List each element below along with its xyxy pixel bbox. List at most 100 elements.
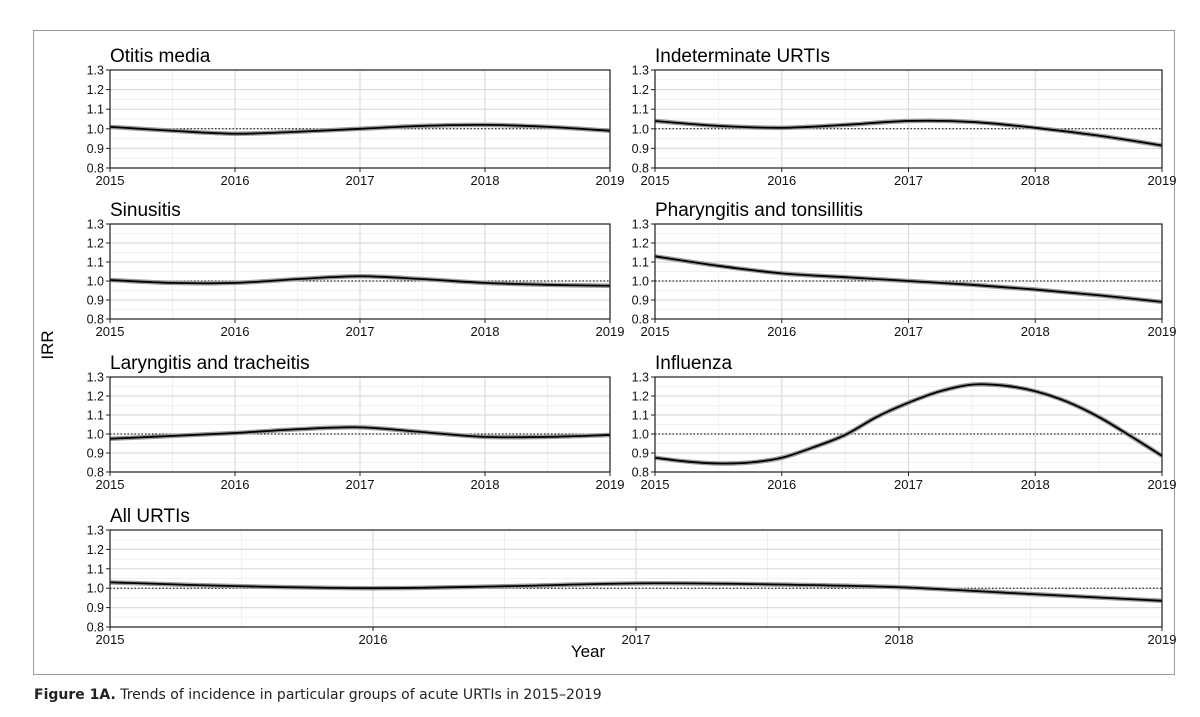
chart-panel: 0.8 0.9 1.0 1.1 1.2 1.3 2015 2016 2017 2018 2019 In… — [632, 353, 1177, 492]
y-tick-label: 1.1 — [87, 409, 104, 423]
y-tick-label: 1.2 — [87, 390, 104, 404]
y-tick-label: 0.8 — [632, 162, 649, 176]
y-tick-label: 1.3 — [87, 64, 104, 78]
y-tick-label: 1.1 — [632, 409, 649, 423]
chart-panel: 0.8 0.9 1.0 1.1 1.2 1.3 2015 2016 2017 2018 2019 Ot… — [87, 46, 625, 188]
x-tick-label: 2015 — [96, 173, 125, 188]
series-line — [655, 383, 1162, 465]
chart-panel: 0.8 0.9 1.0 1.1 1.2 1.3 2015 2016 2017 2018 2019 Ph… — [632, 200, 1177, 339]
caption-text: Trends of incidence in particular groups… — [120, 687, 602, 703]
chart-panel: 0.8 0.9 1.0 1.1 1.2 1.3 2015 2016 2017 2018 2019 Al… — [87, 506, 1177, 647]
x-tick-label: 2015 — [96, 632, 125, 647]
y-tick-label: 0.8 — [87, 466, 104, 480]
x-tick-label: 2019 — [596, 173, 625, 188]
x-tick-label: 2017 — [346, 173, 375, 188]
y-tick-label: 1.2 — [87, 543, 104, 557]
x-tick-label: 2016 — [221, 324, 250, 339]
y-tick-label: 1.3 — [632, 64, 649, 78]
panel-title: Influenza — [655, 353, 733, 374]
x-tick-label: 2018 — [1021, 477, 1050, 492]
panel-title: Pharyngitis and tonsillitis — [655, 200, 863, 221]
x-tick-label: 2015 — [96, 477, 125, 492]
y-tick-label: 1.3 — [632, 218, 649, 232]
y-tick-label: 0.8 — [87, 162, 104, 176]
y-tick-label: 1.1 — [87, 256, 104, 270]
x-tick-label: 2017 — [346, 324, 375, 339]
x-tick-label: 2017 — [622, 632, 651, 647]
x-tick-label: 2018 — [885, 632, 914, 647]
panel-title: Indeterminate URTIs — [655, 46, 830, 67]
x-axis-title: Year — [571, 642, 606, 661]
x-tick-label: 2017 — [894, 173, 923, 188]
x-tick-label: 2016 — [221, 477, 250, 492]
y-tick-label: 1.0 — [632, 428, 649, 442]
y-tick-label: 0.9 — [632, 142, 649, 156]
x-tick-label: 2017 — [894, 477, 923, 492]
y-tick-label: 1.0 — [87, 275, 104, 289]
series-line — [110, 426, 610, 440]
figure-canvas: 0.8 0.9 1.0 1.1 1.2 1.3 2015 2016 2017 2018 2019 Ot… — [38, 46, 1177, 661]
panel-title: Sinusitis — [110, 200, 181, 221]
y-tick-label: 1.3 — [87, 218, 104, 232]
x-tick-label: 2019 — [1148, 477, 1177, 492]
panel-title: Laryngitis and tracheitis — [110, 353, 310, 374]
series-line — [655, 255, 1162, 303]
x-tick-label: 2016 — [767, 324, 796, 339]
panels: 0.8 0.9 1.0 1.1 1.2 1.3 2015 2016 2017 2018 2019 Ot… — [87, 46, 1177, 647]
y-tick-label: 0.9 — [632, 447, 649, 461]
y-tick-label: 1.0 — [632, 122, 649, 136]
series-line — [655, 119, 1162, 147]
x-tick-label: 2017 — [894, 324, 923, 339]
y-tick-label: 1.2 — [632, 83, 649, 97]
x-tick-label: 2016 — [359, 632, 388, 647]
y-tick-label: 0.8 — [632, 313, 649, 327]
y-tick-label: 1.3 — [87, 371, 104, 385]
x-tick-label: 2018 — [471, 324, 500, 339]
y-tick-label: 0.9 — [87, 142, 104, 156]
x-tick-label: 2018 — [1021, 173, 1050, 188]
y-tick-label: 0.9 — [632, 294, 649, 308]
y-tick-label: 1.1 — [632, 103, 649, 117]
series-line — [110, 581, 1162, 602]
x-tick-label: 2019 — [596, 477, 625, 492]
y-tick-label: 0.9 — [87, 601, 104, 615]
x-tick-label: 2019 — [1148, 173, 1177, 188]
y-tick-label: 0.9 — [87, 447, 104, 461]
y-tick-label: 1.2 — [632, 390, 649, 404]
x-tick-label: 2018 — [471, 173, 500, 188]
x-tick-label: 2018 — [471, 477, 500, 492]
chart-panel: 0.8 0.9 1.0 1.1 1.2 1.3 2015 2016 2017 2018 2019 In… — [632, 46, 1177, 188]
y-tick-label: 1.0 — [87, 122, 104, 136]
y-tick-label: 1.2 — [632, 237, 649, 251]
figure-caption: Figure 1A. Trends of incidence in partic… — [34, 687, 602, 703]
y-tick-label: 1.1 — [87, 103, 104, 117]
x-tick-label: 2015 — [641, 324, 670, 339]
y-tick-label: 0.8 — [87, 313, 104, 327]
figure-frame — [33, 30, 1175, 675]
y-tick-label: 1.3 — [87, 524, 104, 538]
x-tick-label: 2016 — [767, 477, 796, 492]
y-tick-label: 1.2 — [87, 237, 104, 251]
y-tick-label: 1.0 — [632, 275, 649, 289]
chart-panel: 0.8 0.9 1.0 1.1 1.2 1.3 2015 2016 2017 2018 2019 Si… — [87, 200, 625, 339]
x-tick-label: 2018 — [1021, 324, 1050, 339]
y-tick-label: 1.0 — [87, 428, 104, 442]
panel-title: All URTIs — [110, 506, 190, 527]
x-tick-label: 2015 — [641, 173, 670, 188]
y-tick-label: 1.2 — [87, 83, 104, 97]
y-tick-label: 0.8 — [632, 466, 649, 480]
series-line — [110, 123, 610, 135]
y-tick-label: 0.8 — [87, 621, 104, 635]
x-tick-label: 2019 — [1148, 324, 1177, 339]
caption-label: Figure 1A. — [34, 687, 116, 703]
x-tick-label: 2016 — [767, 173, 796, 188]
x-tick-label: 2016 — [221, 173, 250, 188]
chart-panel: 0.8 0.9 1.0 1.1 1.2 1.3 2015 2016 2017 2018 2019 La… — [87, 353, 625, 492]
y-tick-label: 1.1 — [87, 562, 104, 576]
panel-title: Otitis media — [110, 46, 211, 67]
x-tick-label: 2019 — [596, 324, 625, 339]
x-tick-label: 2015 — [96, 324, 125, 339]
x-tick-label: 2017 — [346, 477, 375, 492]
x-tick-label: 2015 — [641, 477, 670, 492]
y-tick-label: 1.1 — [632, 256, 649, 270]
